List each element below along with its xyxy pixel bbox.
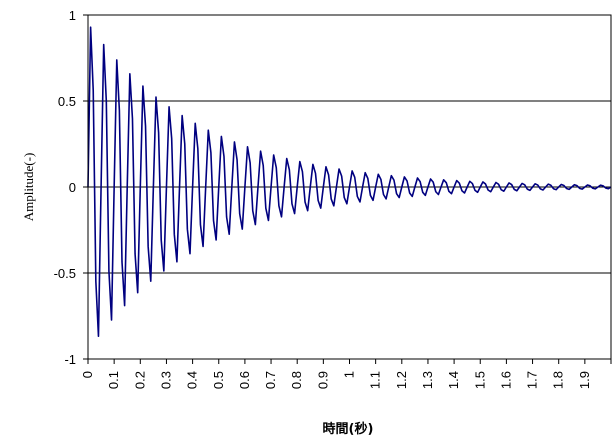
x-tick-label: 1.4 — [446, 371, 461, 389]
x-tick-label: 0.4 — [185, 371, 200, 389]
x-tick-label: 0.3 — [158, 371, 173, 389]
y-tick-label: -0.5 — [54, 266, 76, 281]
x-tick-label: 0.2 — [132, 371, 147, 389]
x-tick-label: 0 — [80, 371, 95, 378]
series-line-amplitude — [87, 26, 612, 338]
y-tick-label: 1 — [69, 8, 76, 23]
x-tick-label: 1 — [342, 371, 357, 378]
x-tick-label: 1.7 — [525, 371, 540, 389]
x-tick-label: 0.8 — [289, 371, 304, 389]
x-tick-label: 1.9 — [577, 371, 592, 389]
x-tick-label: 1.1 — [368, 371, 383, 389]
axes — [83, 14, 612, 364]
y-tick-label: -1 — [64, 352, 76, 367]
y-tick-labels: 1 0.5 0 -0.5 -1 — [54, 8, 76, 367]
x-tick-label: 1.2 — [394, 371, 409, 389]
x-tick-label: 1.5 — [472, 371, 487, 389]
x-tick-label: 0.1 — [106, 371, 121, 389]
x-tick-label: 1.8 — [551, 371, 566, 389]
x-tick-label: 1.6 — [498, 371, 513, 389]
y-axis-title: Amplitude(-) — [21, 153, 36, 222]
y-tick-label: 0 — [69, 180, 76, 195]
x-tick-label: 1.3 — [420, 371, 435, 389]
x-tick-labels: 0 0.1 0.2 0.3 0.4 0.5 0.6 0.7 0.8 0.9 1 1.1 1.2 1.3 1.… — [80, 371, 592, 389]
x-tick-label: 0.9 — [315, 371, 330, 389]
x-tick-label: 0.5 — [211, 371, 226, 389]
series-layer — [87, 26, 612, 338]
x-tick-label: 0.6 — [237, 371, 252, 389]
y-tick-label: 0.5 — [58, 94, 76, 109]
x-axis-title: 時間(秒) — [323, 421, 374, 437]
x-tick-label: 0.7 — [263, 371, 278, 389]
